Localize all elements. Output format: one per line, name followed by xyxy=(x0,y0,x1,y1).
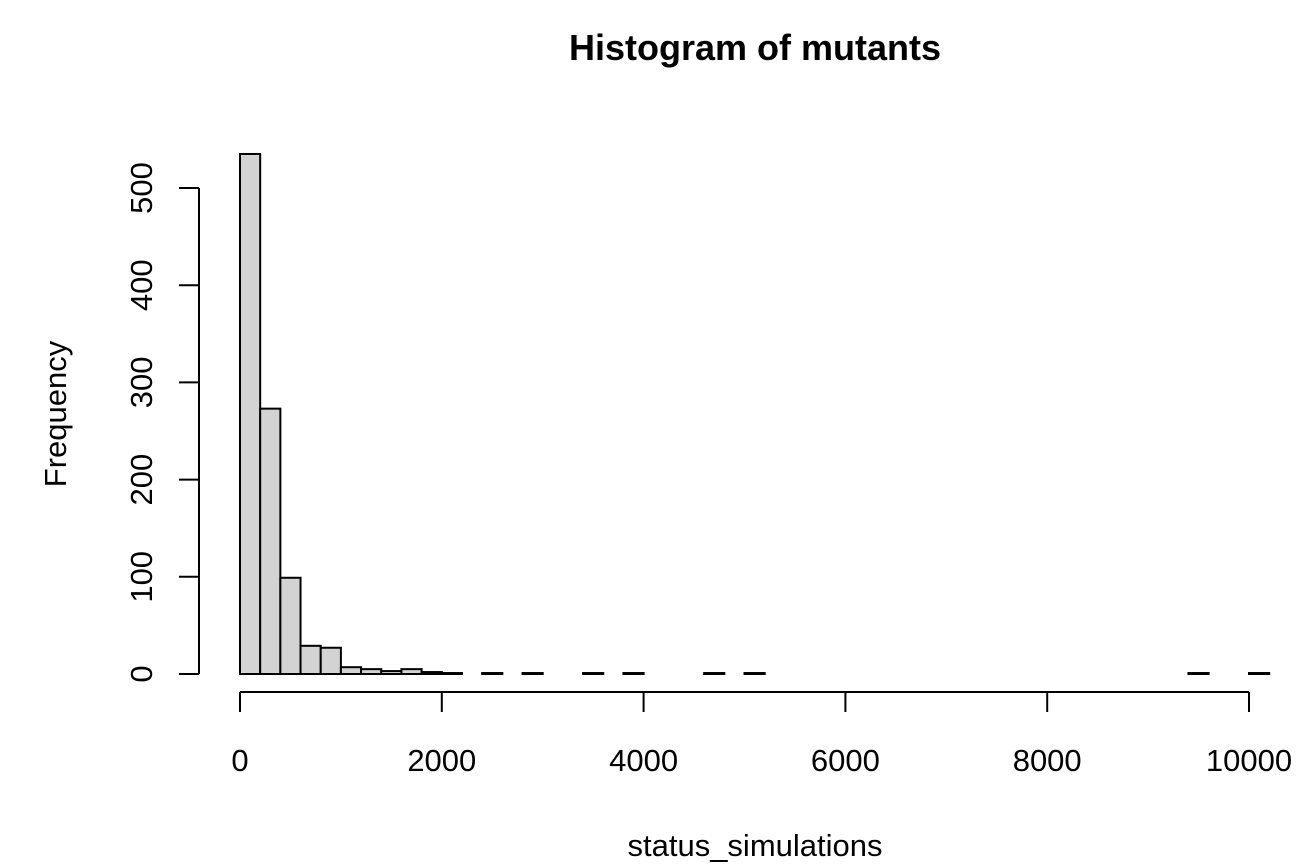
histogram-bar xyxy=(360,668,383,676)
y-tick-label: 0 xyxy=(124,665,159,682)
y-axis: 0 100 200 300 400 500 xyxy=(124,162,200,683)
histogram-bar xyxy=(481,672,504,676)
x-tick-label: 10000 xyxy=(1206,743,1292,778)
y-tick-label: 300 xyxy=(124,357,159,409)
bars-group xyxy=(239,152,1271,676)
y-tick-label: 100 xyxy=(124,551,159,603)
y-tick-label: 500 xyxy=(124,162,159,214)
histogram-bar xyxy=(279,576,302,675)
histogram-bar xyxy=(743,672,766,676)
histogram-bar xyxy=(622,672,645,676)
histogram-bar xyxy=(299,644,322,676)
histogram-bar xyxy=(259,407,282,675)
histogram-bar xyxy=(420,671,443,676)
histogram-bar xyxy=(521,672,544,676)
histogram-bar xyxy=(339,666,363,675)
y-tick-label: 400 xyxy=(124,259,159,311)
histogram-bar xyxy=(319,646,342,675)
y-tick-label: 200 xyxy=(124,454,159,506)
histogram-bar xyxy=(440,672,463,676)
histogram-bar xyxy=(703,672,726,676)
histogram-bar xyxy=(1187,672,1210,676)
y-axis-label: Frequency xyxy=(38,340,73,487)
histogram-bar xyxy=(380,670,403,675)
x-axis: 0 2000 4000 6000 8000 10000 xyxy=(231,691,1292,778)
histogram-bar xyxy=(1248,672,1271,676)
histogram-bar xyxy=(239,152,262,676)
histogram-bar xyxy=(582,672,605,676)
chart-title: Histogram of mutants xyxy=(569,27,941,68)
x-tick-label: 2000 xyxy=(407,743,476,778)
x-tick-label: 4000 xyxy=(609,743,678,778)
x-tick-label: 6000 xyxy=(811,743,880,778)
x-tick-label: 0 xyxy=(231,743,248,778)
histogram-bar xyxy=(400,668,423,676)
x-axis-label: status_simulations xyxy=(627,828,882,863)
x-tick-label: 8000 xyxy=(1013,743,1082,778)
